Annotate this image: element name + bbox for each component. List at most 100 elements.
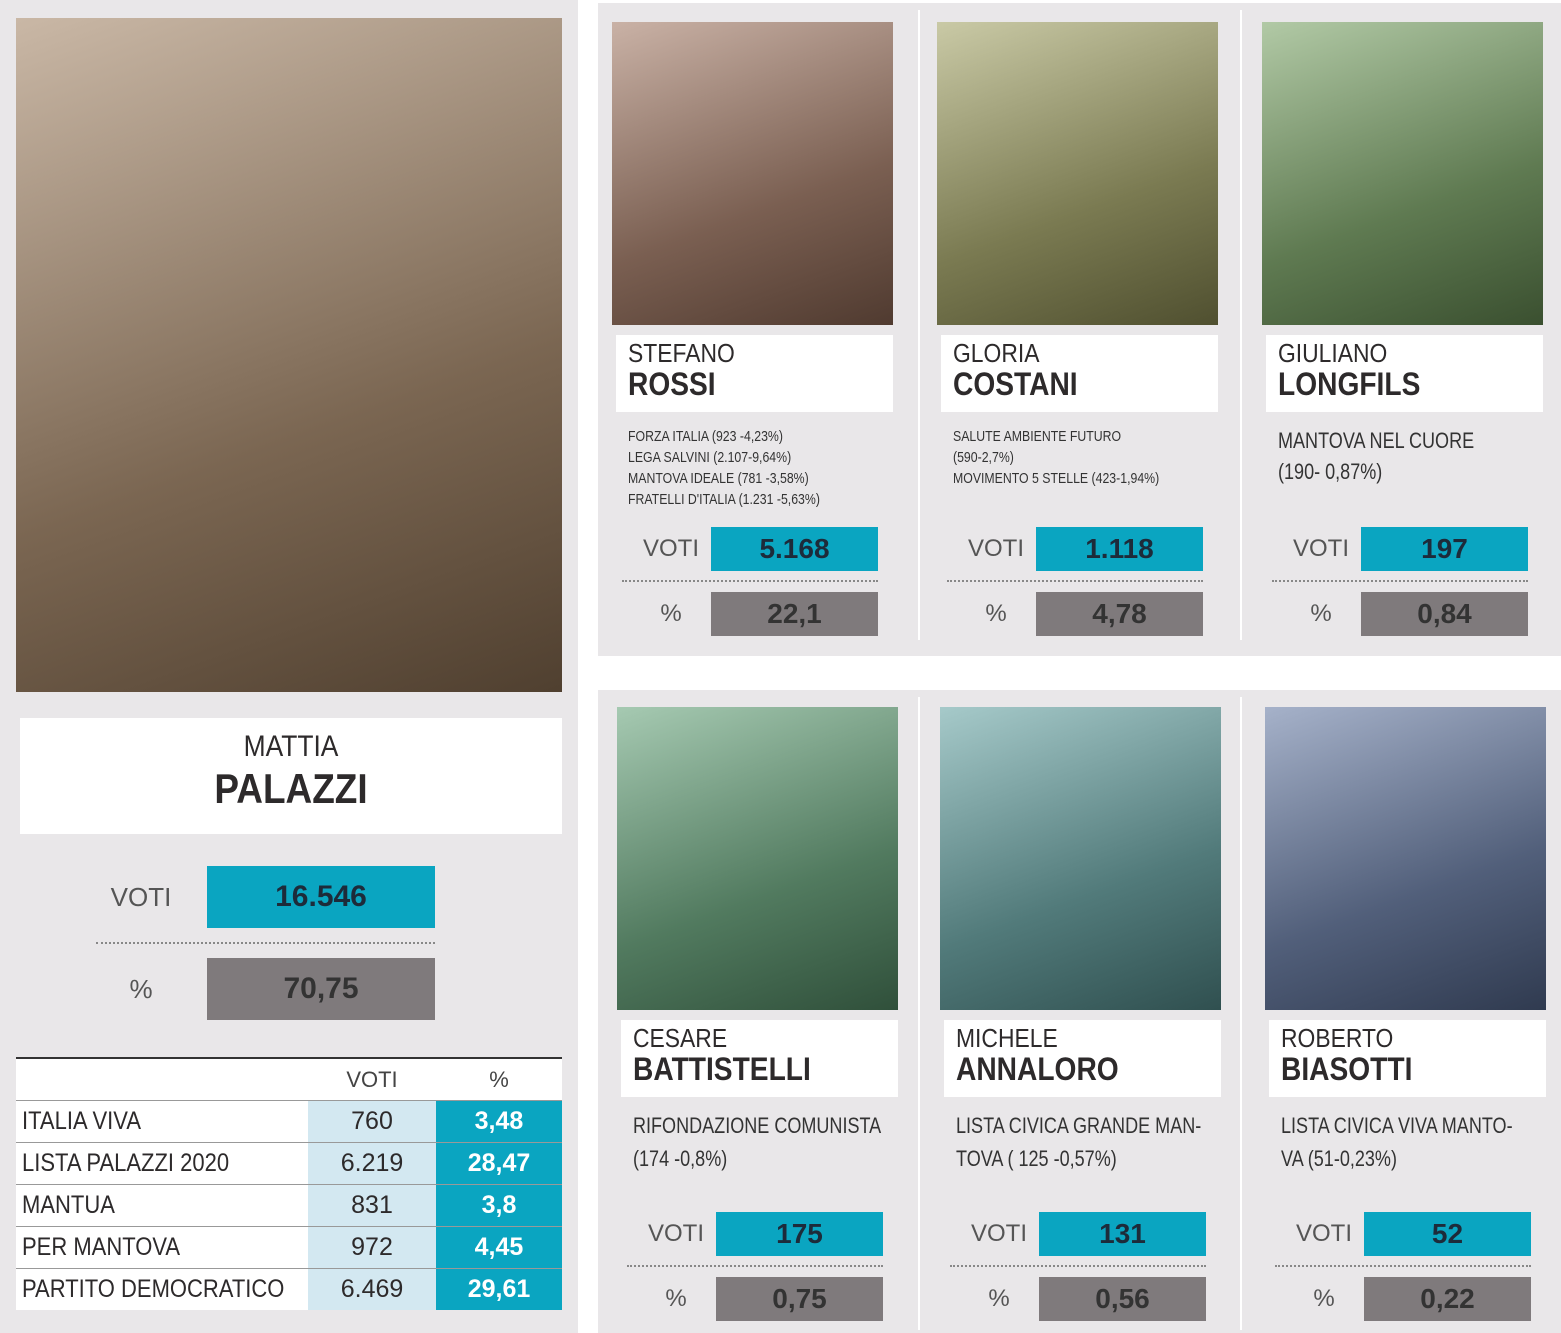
list-name: PARTITO DEMOCRATICO xyxy=(22,1275,285,1303)
last-name: BATTISTELLI xyxy=(633,1051,811,1087)
list-text: (590-2,7%) xyxy=(953,449,1014,466)
votes-label: VOTI xyxy=(1292,535,1349,562)
votes-box: 1.118 xyxy=(1036,527,1203,571)
list-text: LISTA CIVICA VIVA MANTO- xyxy=(1281,1113,1513,1138)
pct-cell: 29,61 xyxy=(436,1269,562,1310)
list-text: MANTOVA IDEALE (781 -3,58%) xyxy=(628,470,809,487)
photo xyxy=(617,707,898,1010)
first-name: GIULIANO xyxy=(1278,338,1388,368)
first-name: ROBERTO xyxy=(1281,1023,1394,1053)
votes-cell: 972 xyxy=(308,1227,436,1268)
votes-label: VOTI xyxy=(642,535,699,562)
name-box xyxy=(1266,335,1543,412)
pct-box: 4,78 xyxy=(1036,592,1203,636)
votes-label: VOTI xyxy=(647,1220,704,1247)
row-line xyxy=(16,1226,562,1227)
votes-box: 5.168 xyxy=(711,527,878,571)
votes-box: 16.546 xyxy=(207,866,435,928)
list-text: FORZA ITALIA (923 -4,23%) xyxy=(628,428,783,445)
photo xyxy=(1262,22,1543,325)
photo xyxy=(16,18,562,692)
list-text: MANTOVA NEL CUORE xyxy=(1278,428,1475,453)
divider xyxy=(627,1265,883,1267)
name-box xyxy=(20,718,562,834)
pct-label: % xyxy=(660,600,682,627)
last-name: LONGFILS xyxy=(1278,366,1421,402)
first-name: MICHELE xyxy=(956,1023,1058,1053)
photo xyxy=(1265,707,1546,1010)
separator xyxy=(918,697,920,1330)
first-name: MATTIA xyxy=(243,730,339,763)
list-name: LISTA PALAZZI 2020 xyxy=(22,1149,230,1177)
votes-label: VOTI xyxy=(967,535,1024,562)
votes-cell: 831 xyxy=(308,1185,436,1226)
list-text: TOVA ( 125 -0,57%) xyxy=(956,1146,1117,1171)
first-name: CESARE xyxy=(633,1023,728,1053)
separator xyxy=(1240,10,1242,640)
pct-label: % xyxy=(988,1285,1010,1312)
list-name: ITALIA VIVA xyxy=(22,1107,142,1135)
list-text: VA (51-0,23%) xyxy=(1281,1146,1397,1171)
photo xyxy=(937,22,1218,325)
votes-label: VOTI xyxy=(970,1220,1027,1247)
votes-cell: 6.469 xyxy=(308,1269,436,1310)
last-name: ROSSI xyxy=(628,366,716,402)
divider xyxy=(947,580,1203,582)
first-name: STEFANO xyxy=(628,338,735,368)
list-text: LEGA SALVINI (2.107-9,64%) xyxy=(628,449,792,466)
pct-label: % xyxy=(1313,1285,1335,1312)
votes-box: 131 xyxy=(1039,1212,1206,1256)
votes-cell: 760 xyxy=(308,1101,436,1142)
name-box xyxy=(621,1020,898,1097)
pct-cell: 3,48 xyxy=(436,1101,562,1142)
last-name: COSTANI xyxy=(953,366,1078,402)
row-line xyxy=(16,1100,562,1101)
photo xyxy=(612,22,893,325)
name-box xyxy=(941,335,1218,412)
pct-box: 0,22 xyxy=(1364,1277,1531,1321)
list-name: MANTUA xyxy=(22,1191,115,1219)
divider xyxy=(622,580,878,582)
name-box xyxy=(1269,1020,1546,1097)
pct-cell: 4,45 xyxy=(436,1227,562,1268)
pct-box: 70,75 xyxy=(207,958,435,1020)
pct-cell: 28,47 xyxy=(436,1143,562,1184)
list-text: MOVIMENTO 5 STELLE (423-1,94%) xyxy=(953,470,1160,487)
list-text: (174 -0,8%) xyxy=(633,1146,728,1171)
pct-box: 0,56 xyxy=(1039,1277,1206,1321)
pct-label: % xyxy=(1310,600,1332,627)
votes-box: 175 xyxy=(716,1212,883,1256)
last-name: BIASOTTI xyxy=(1281,1051,1413,1087)
separator xyxy=(1240,697,1242,1330)
pct-box: 22,1 xyxy=(711,592,878,636)
votes-label: VOTI xyxy=(110,881,172,912)
pct-box: 0,84 xyxy=(1361,592,1528,636)
list-text: SALUTE AMBIENTE FUTURO xyxy=(953,428,1122,445)
list-text: FRATELLI D'ITALIA (1.231 -5,63%) xyxy=(628,491,820,508)
separator xyxy=(918,10,920,640)
pct-box: 0,75 xyxy=(716,1277,883,1321)
divider xyxy=(96,942,435,944)
header-cell: VOTI xyxy=(346,1066,398,1092)
divider xyxy=(950,1265,1206,1267)
name-box xyxy=(944,1020,1221,1097)
list-text: RIFONDAZIONE COMUNISTA xyxy=(633,1113,882,1138)
divider xyxy=(1272,580,1528,582)
photo xyxy=(940,707,1221,1010)
pct-cell: 3,8 xyxy=(436,1185,562,1226)
pct-label: % xyxy=(129,973,153,1004)
header-cell: % xyxy=(489,1066,509,1092)
pct-label: % xyxy=(985,600,1007,627)
row-line xyxy=(16,1268,562,1269)
first-name: GLORIA xyxy=(953,338,1040,368)
divider xyxy=(1275,1265,1531,1267)
votes-box: 197 xyxy=(1361,527,1528,571)
votes-box: 52 xyxy=(1364,1212,1531,1256)
last-name: ANNALORO xyxy=(956,1051,1119,1087)
list-text: (190- 0,87%) xyxy=(1278,459,1383,484)
row-line xyxy=(16,1142,562,1143)
last-name: PALAZZI xyxy=(214,765,368,812)
row-line xyxy=(16,1184,562,1185)
list-name: PER MANTOVA xyxy=(22,1233,181,1261)
